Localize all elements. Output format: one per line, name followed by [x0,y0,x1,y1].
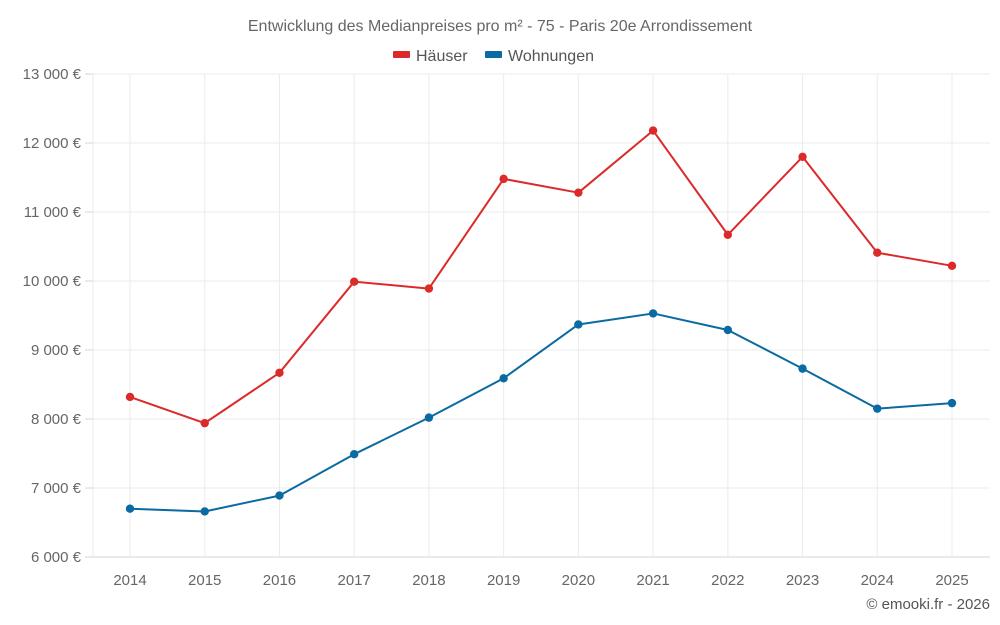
legend-swatch [393,51,410,58]
data-point[interactable] [125,392,135,402]
data-point[interactable] [424,413,434,422]
legend: Häuser Wohnungen [393,48,594,65]
data-point[interactable] [723,325,733,335]
chart-title: Entwicklung des Medianpreises pro m² - 7… [248,18,753,35]
data-point[interactable] [200,507,209,516]
legend-label: Häuser [416,48,468,65]
y-tick-label: 10 000 € [23,273,82,290]
data-point[interactable] [349,449,359,459]
legend-swatch [485,51,502,58]
x-tick-label: 2019 [487,572,520,589]
data-point[interactable] [574,320,583,329]
data-point[interactable] [947,261,957,271]
data-point[interactable] [424,284,434,293]
x-tick-label: 2015 [188,572,221,589]
data-point[interactable] [873,404,882,413]
y-tick-label: 11 000 € [24,204,82,221]
series-layer [125,126,957,516]
data-point[interactable] [648,126,658,135]
data-point[interactable] [574,188,583,197]
legend-label: Wohnungen [508,48,594,65]
x-tick-label: 2020 [562,572,595,589]
y-tick-label: 13 000 € [23,66,82,83]
series-line [129,312,953,513]
grid [92,73,990,558]
data-point[interactable] [499,174,508,184]
y-tick-label: 9 000 € [31,342,82,359]
series-huser [125,126,957,428]
data-point[interactable] [798,364,807,373]
x-tick-label: 2017 [337,572,370,589]
x-tick-label: 2021 [636,572,669,589]
x-tick-label: 2023 [786,572,819,589]
data-point[interactable] [275,491,284,500]
x-tick-label: 2016 [263,572,296,589]
data-point[interactable] [648,309,658,318]
data-point[interactable] [349,277,359,286]
x-tick-label: 2014 [113,572,146,589]
y-tick-label: 7 000 € [31,480,82,497]
x-tick-label: 2018 [412,572,445,589]
x-tick-label: 2024 [861,572,894,589]
data-point[interactable] [798,152,807,161]
legend-item[interactable]: Häuser [393,48,468,65]
y-tick-label: 8 000 € [31,411,82,428]
series-line [129,129,953,425]
y-tick-label: 6 000 € [31,549,82,566]
legend-item[interactable]: Wohnungen [485,48,594,65]
x-tick-label: 2022 [711,572,744,589]
credit-text: © emooki.fr - 2026 [866,596,990,613]
data-point[interactable] [200,418,209,428]
data-point[interactable] [499,374,508,383]
data-point[interactable] [275,368,284,377]
data-point[interactable] [947,398,957,408]
series-wohnungen [125,309,957,516]
x-tick-label: 2025 [935,572,968,589]
data-point[interactable] [723,230,733,239]
data-point[interactable] [125,504,135,513]
y-tick-label: 12 000 € [23,135,82,152]
data-point[interactable] [873,248,882,257]
axes: 6 000 € 7 000 € 8 000 € 9 000 € 10 000 € 11 0… [23,66,969,589]
